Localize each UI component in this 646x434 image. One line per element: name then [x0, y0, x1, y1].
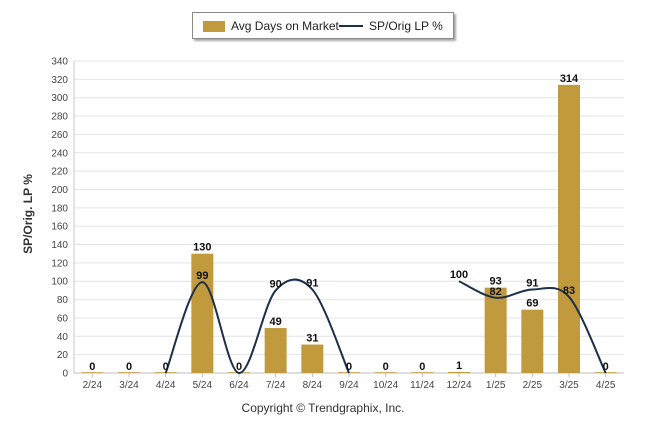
copyright: Copyright © Trendgraphix, Inc.: [241, 401, 405, 415]
legend-bar-swatch: [203, 20, 225, 32]
y-tick-label: 80: [57, 295, 69, 306]
x-tick-label: 4/25: [596, 380, 616, 391]
line-data-label: 91: [526, 277, 538, 289]
y-tick-label: 40: [57, 332, 69, 343]
bar: [521, 309, 544, 373]
y-tick-label: 60: [57, 313, 69, 324]
series-line: [164, 278, 350, 374]
y-tick-label: 320: [51, 75, 68, 86]
bar-data-label: 31: [306, 333, 318, 345]
y-tick-label: 180: [51, 203, 68, 214]
legend: Avg Days on Market SP/Orig LP %: [192, 12, 454, 39]
y-tick-label: 100: [51, 277, 68, 288]
bar: [301, 344, 324, 373]
bar-data-label: 0: [383, 361, 389, 373]
bar: [191, 253, 214, 373]
x-tick-label: 2/25: [523, 380, 543, 391]
legend-line-label: SP/Orig LP %: [369, 19, 443, 33]
bar-data-label: 49: [270, 316, 282, 328]
legend-item-bar: Avg Days on Market: [203, 19, 339, 33]
bar-data-label: 314: [560, 73, 579, 85]
x-tick-label: 8/24: [303, 380, 323, 391]
line-data-label: 99: [196, 270, 208, 282]
bar: [558, 84, 580, 373]
line-data-label: 91: [306, 277, 318, 289]
x-tick-label: 12/24: [446, 380, 471, 391]
x-tick-label: 9/24: [339, 380, 359, 391]
bar-data-label: 69: [526, 298, 538, 310]
bar-data-label: 0: [419, 361, 425, 373]
y-tick-label: 120: [51, 258, 68, 269]
x-tick-label: 4/24: [156, 380, 176, 391]
x-tick-label: 6/24: [229, 380, 249, 391]
y-tick-label: 260: [51, 130, 68, 141]
y-tick-label: 140: [51, 240, 68, 251]
bar-data-label: 0: [89, 361, 95, 373]
bar: [118, 372, 140, 373]
bar: [448, 372, 470, 373]
x-tick-label: 7/24: [266, 380, 286, 391]
x-tick-label: 5/24: [193, 380, 213, 391]
bar-data-label: 0: [163, 361, 169, 373]
x-tick-label: 11/24: [410, 380, 435, 391]
legend-line-swatch: [339, 25, 363, 27]
series-line: [458, 280, 607, 374]
bar: [264, 328, 287, 373]
x-tick-label: 2/24: [83, 380, 103, 391]
bar-data-label: 0: [126, 361, 132, 373]
y-tick-label: 300: [51, 93, 68, 104]
y-tick-label: 340: [51, 57, 68, 68]
bar-data-label: 130: [193, 242, 211, 254]
bar-data-label: 0: [603, 361, 609, 373]
line-data-label: 83: [563, 285, 575, 297]
legend-bar-label: Avg Days on Market: [231, 19, 339, 33]
bar-data-label: 0: [346, 361, 352, 373]
y-tick-label: 280: [51, 112, 68, 123]
bar: [81, 372, 104, 373]
bar: [411, 372, 434, 373]
x-tick-label: 1/25: [486, 380, 506, 391]
bar-data-label: 0: [236, 361, 242, 373]
bar-data-label: 93: [490, 276, 502, 288]
x-tick-label: 10/24: [373, 380, 398, 391]
y-tick-label: 220: [51, 167, 68, 178]
bar: [374, 372, 397, 373]
y-tick-label: 0: [62, 369, 68, 380]
y-tick-label: 240: [51, 148, 68, 159]
line-data-label: 90: [270, 278, 282, 290]
bar-data-label: 1: [456, 360, 462, 372]
y-tick-label: 20: [57, 350, 69, 361]
y-tick-label: 160: [51, 222, 68, 233]
x-tick-label: 3/24: [119, 380, 139, 391]
y-tick-label: 200: [51, 185, 68, 196]
line-data-label: 100: [450, 269, 468, 281]
line-data-label: 82: [490, 286, 502, 298]
bar: [484, 287, 507, 373]
x-tick-label: 3/25: [559, 380, 579, 391]
legend-item-line: SP/Orig LP %: [339, 19, 443, 33]
